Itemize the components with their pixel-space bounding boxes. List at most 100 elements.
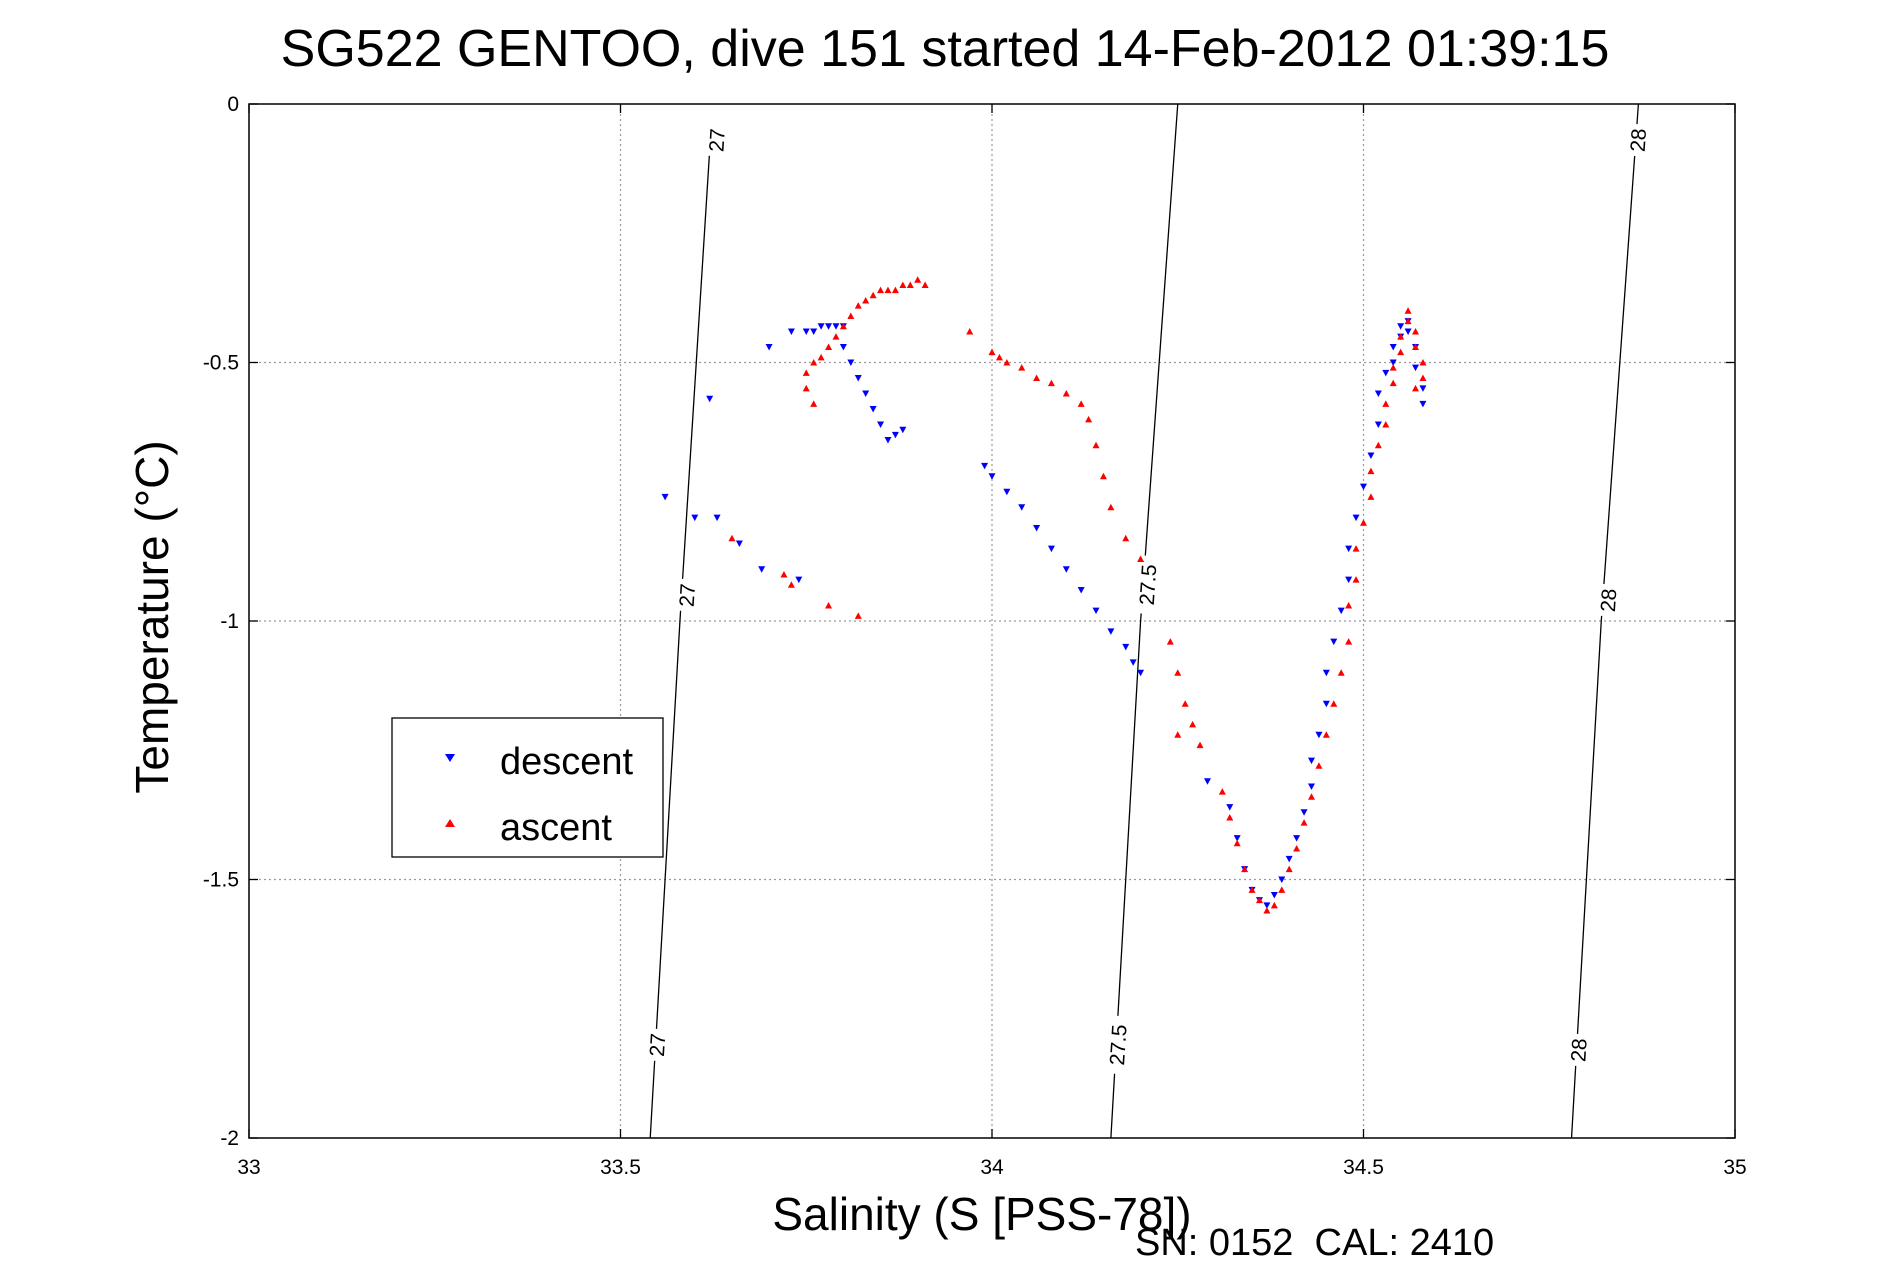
contour-label-background [1134, 555, 1162, 615]
descent-point [1270, 892, 1278, 899]
descent-point [1107, 628, 1115, 635]
descent-point [884, 437, 892, 444]
ascent-point [1003, 359, 1011, 366]
ascent-point [1174, 669, 1182, 676]
y-tick-label: -0.5 [203, 352, 239, 375]
ascent-point [1218, 788, 1226, 795]
descent-point [758, 566, 766, 573]
descent-point [891, 431, 899, 439]
ascent-point [854, 302, 862, 309]
descent-point [1137, 669, 1145, 677]
ascent-point [1360, 519, 1367, 526]
descent-point [787, 328, 795, 335]
density-contour-label: 27 [646, 1033, 670, 1058]
ascent-point [1062, 390, 1070, 397]
contour-label-background [1595, 583, 1622, 618]
ascent-point [988, 348, 996, 356]
ascent-point [1404, 307, 1412, 314]
ascent-point [1166, 638, 1174, 645]
descent-point [1018, 504, 1026, 511]
descent-point [862, 390, 870, 398]
ascent-point [1397, 333, 1405, 340]
ascent-point [884, 286, 892, 294]
descent-point [1374, 390, 1382, 398]
descent-point [1233, 835, 1241, 842]
y-tick-label: -2 [220, 1127, 239, 1150]
ascent-point [1047, 379, 1055, 387]
data-points [661, 276, 1427, 914]
legend-ascent-label: ascent [500, 807, 612, 849]
descent-point [1077, 586, 1085, 594]
density-contour-label: 28 [1567, 1038, 1591, 1063]
ascent-point [1412, 327, 1420, 335]
ascent-point [839, 322, 847, 330]
ascent-point [832, 333, 840, 340]
density-contour-label-group: 28 [1625, 123, 1652, 157]
ascent-point [1248, 886, 1256, 893]
ascent-point [1382, 421, 1390, 428]
descent-point [1033, 524, 1041, 532]
legend-descent-label: descent [500, 741, 634, 783]
contour-label-background [1565, 1033, 1592, 1067]
descent-point [691, 514, 699, 522]
legend-ascent-marker [445, 819, 455, 827]
ascent-point [1412, 384, 1420, 392]
descent-point [817, 323, 825, 330]
density-contours: 27 27 27 27.5 27.5 28 28 28 [644, 103, 1652, 1139]
ascent-point [1322, 731, 1330, 738]
density-contour-line [1570, 103, 1640, 1139]
ascent-point [1174, 731, 1182, 738]
ascent-point [1233, 839, 1241, 847]
ascent-point [1367, 493, 1375, 500]
ascent-point [966, 327, 974, 335]
descent-point [877, 421, 885, 429]
ascent-point [1293, 844, 1301, 852]
ascent-point [1389, 379, 1397, 387]
descent-point [1129, 659, 1137, 666]
ascent-point [1285, 865, 1293, 873]
grid-lines [249, 104, 1735, 1138]
descent-point [1062, 566, 1070, 573]
descent-point [1337, 607, 1345, 615]
descent-point [1203, 778, 1211, 785]
legend: descent ascent [391, 717, 664, 858]
descent-point [1412, 364, 1420, 372]
ascent-point [1330, 700, 1338, 707]
ascent-point [1419, 359, 1427, 366]
density-contour-label-group: 28 [1565, 1033, 1592, 1067]
y-tick-label: -1 [220, 610, 239, 633]
descent-point [1360, 483, 1367, 491]
descent-point [1293, 835, 1301, 842]
density-contour-label: 28 [1627, 128, 1651, 153]
x-tick-label: 34.5 [1343, 1156, 1384, 1179]
ascent-point [914, 276, 922, 283]
descent-point [1397, 323, 1405, 330]
ascent-point [1300, 819, 1308, 826]
ascent-point [825, 343, 833, 350]
descent-point [1300, 809, 1308, 816]
legend-box [391, 717, 664, 858]
descent-point [1367, 452, 1375, 460]
descent-point [1389, 359, 1397, 366]
ascent-point [787, 581, 795, 588]
ascent-point [1241, 865, 1249, 873]
ascent-point [1181, 700, 1189, 707]
descent-point [839, 343, 847, 351]
ascent-point [1018, 364, 1026, 371]
descent-point [854, 375, 862, 382]
descent-point [1307, 783, 1315, 790]
descent-point [1315, 731, 1323, 739]
descent-point [713, 514, 721, 522]
density-contour-label-group: 27 [704, 123, 731, 157]
contour-label-background [1104, 1015, 1133, 1075]
ascent-point [1419, 374, 1427, 382]
ascent-point [1307, 793, 1315, 800]
ascent-point [1389, 364, 1397, 371]
density-contour-label-group: 27 [674, 578, 701, 612]
contour-label-background [644, 1028, 671, 1062]
ascent-point [810, 359, 818, 366]
ascent-point [1226, 813, 1234, 821]
ascent-point [906, 281, 914, 288]
descent-point [810, 328, 818, 335]
descent-point [1263, 902, 1271, 909]
